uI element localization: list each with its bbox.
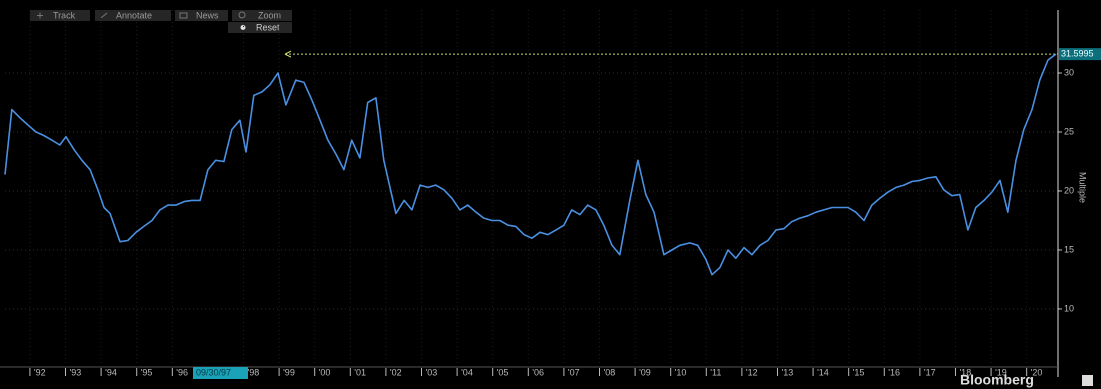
news-button[interactable]	[175, 10, 228, 21]
crosshair-date-box	[193, 367, 248, 379]
last-value-box	[1059, 48, 1101, 61]
y-tick-label: 25	[1064, 126, 1074, 136]
x-tick-label: '02	[390, 367, 402, 377]
x-tick-label: '20	[1031, 367, 1043, 377]
reset-button[interactable]	[228, 22, 292, 33]
x-tick-label: '14	[817, 367, 829, 377]
x-tick-label: '04	[461, 367, 473, 377]
news-label: News	[196, 10, 219, 20]
x-tick-label: '11	[710, 367, 721, 377]
annotate-icon	[100, 12, 108, 19]
series-line	[4, 53, 1057, 276]
zoom-label: Zoom	[258, 10, 281, 20]
y-axis-label: Multiple	[1078, 172, 1088, 203]
x-tick-label: '03	[426, 367, 438, 377]
x-tick-label: '06	[532, 367, 544, 377]
track-button[interactable]	[30, 10, 90, 21]
track-icon	[37, 12, 43, 19]
x-tick-label: '99	[283, 367, 295, 377]
zoom-button[interactable]	[232, 10, 292, 21]
x-tick-label: '07	[568, 367, 580, 377]
reset-icon	[240, 25, 246, 30]
news-icon	[179, 12, 188, 19]
track-label: Track	[53, 10, 76, 20]
crosshair-date: 09/30/97	[196, 367, 231, 377]
y-tick-label: 20	[1064, 185, 1074, 195]
annotation-arrow	[284, 50, 292, 58]
x-tick-label: '15	[853, 367, 865, 377]
x-tick-label: '01	[354, 367, 366, 377]
x-tick-label: '16	[888, 367, 900, 377]
toolbar: Track Annotate News Zoom Reset	[30, 10, 292, 33]
x-tick-label: '98	[248, 367, 260, 377]
x-tick-label: '94	[105, 367, 117, 377]
x-tick-label: '93	[70, 367, 82, 377]
x-tick-label: '09	[639, 367, 651, 377]
x-tick-label: '12	[746, 367, 758, 377]
reset-label: Reset	[256, 22, 280, 32]
y-tick-label: 10	[1064, 303, 1074, 313]
x-tick-label: '92	[34, 367, 46, 377]
annotate-label: Annotate	[116, 10, 152, 20]
x-tick-label: '08	[603, 367, 615, 377]
x-tick-label: '17	[924, 367, 936, 377]
last-value-label: 31.5995	[1061, 49, 1094, 59]
y-tick-label: 30	[1064, 67, 1074, 77]
x-tick-label: '00	[319, 367, 331, 377]
x-tick-label: '19	[995, 367, 1007, 377]
y-tick-label: 15	[1064, 244, 1074, 254]
x-tick-label: '05	[497, 367, 509, 377]
x-tick-label: '95	[141, 367, 153, 377]
x-tick-label: '18	[959, 367, 971, 377]
branding-icon	[1082, 375, 1093, 386]
annotate-button[interactable]	[95, 10, 171, 21]
x-tick-label: '13	[781, 367, 793, 377]
branding: Bloomberg	[960, 372, 1034, 388]
x-tick-label: '10	[675, 367, 687, 377]
zoom-icon	[238, 11, 246, 19]
x-tick-label: '96	[176, 367, 188, 377]
